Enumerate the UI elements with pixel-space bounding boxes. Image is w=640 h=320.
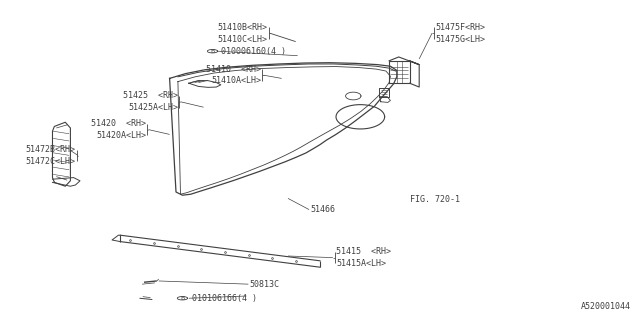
Text: B: B [180,296,184,301]
Text: 010006160(4 ): 010006160(4 ) [211,47,286,56]
Text: 51415A<LH>: 51415A<LH> [336,259,386,268]
Text: 51410  <RH>: 51410 <RH> [206,65,261,74]
Text: 51410A<LH>: 51410A<LH> [211,76,261,85]
Text: B: B [211,49,214,54]
Text: 51410B<RH>: 51410B<RH> [218,23,268,32]
Text: 51472C<LH>: 51472C<LH> [26,157,76,166]
Text: FIG. 720-1: FIG. 720-1 [410,195,460,204]
Text: 51415  <RH>: 51415 <RH> [336,247,391,256]
Text: 010106166(4 ): 010106166(4 ) [182,294,257,303]
Text: 51425  <RH>: 51425 <RH> [123,92,178,100]
Text: 51420A<LH>: 51420A<LH> [96,131,146,140]
Text: A520001044: A520001044 [580,302,630,311]
Text: 51420  <RH>: 51420 <RH> [91,119,146,128]
Text: 51466: 51466 [310,205,335,214]
Polygon shape [120,235,320,266]
Text: 51472B<RH>: 51472B<RH> [26,145,76,154]
Text: 51475G<LH>: 51475G<LH> [435,35,485,44]
Text: 51475F<RH>: 51475F<RH> [435,23,485,32]
Text: 51425A<LH>: 51425A<LH> [128,103,178,112]
Text: 51410C<LH>: 51410C<LH> [218,35,268,44]
Text: 50813C: 50813C [250,280,280,289]
